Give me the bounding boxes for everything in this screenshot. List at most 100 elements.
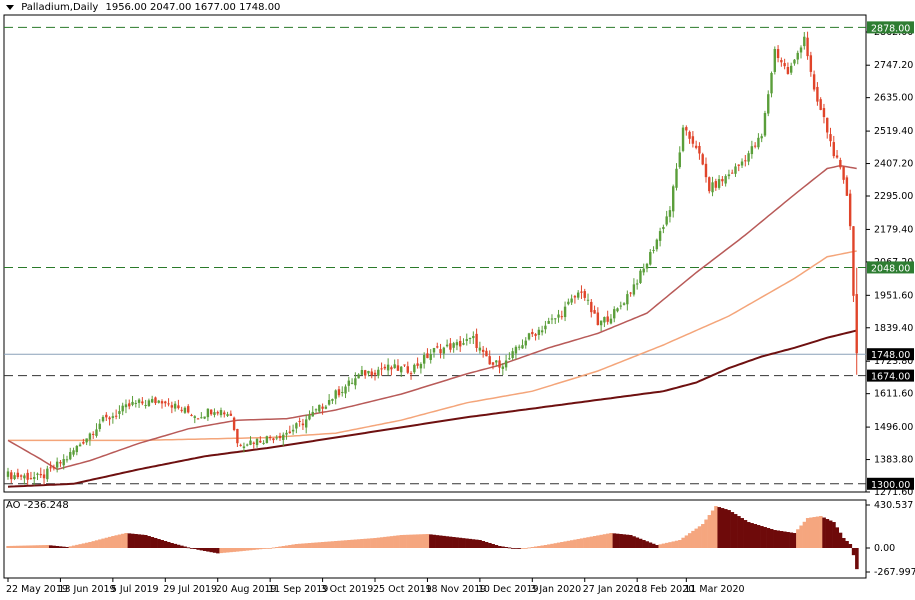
ao-bar [153,538,158,548]
candle-body [49,467,52,469]
ao-bar [94,540,99,548]
ao-bar [140,534,145,548]
ao-bar [524,548,528,549]
candle-body [613,309,616,319]
ao-bar [645,541,649,548]
ao-bar [743,520,748,548]
ao-bar [373,538,377,548]
ao-bar [540,545,545,548]
ao-bar [796,529,800,548]
candle-body [436,346,439,348]
candle-body [10,472,13,480]
candle-body [167,403,170,405]
candle-body [842,166,845,180]
candle-body [622,303,626,305]
ao-bar [389,536,394,548]
candle-body [426,353,429,359]
candle-body [455,342,459,346]
ao-bar [658,544,663,548]
ao-bar [468,538,472,548]
candle-body [85,438,88,443]
candle-body [232,417,236,430]
ao-bar [163,541,168,548]
candle-body [803,36,806,47]
candle-body [586,299,590,301]
candle-body [213,412,216,415]
candle-body [626,294,629,305]
ao-bar [750,523,754,548]
y-tick-label: 1951.60 [874,290,913,301]
candle-body [301,423,305,426]
ao-bar [343,540,348,548]
ao-bar [196,548,200,550]
candle-body [445,344,449,347]
candle-body [485,350,488,357]
candle-body [29,478,33,480]
candle-body [796,52,799,60]
ao-bar [45,545,50,548]
candle-body [252,442,255,444]
ao-bar [301,543,305,548]
candle-body [196,418,200,420]
ao-bar [88,542,92,548]
price-level-label: 1674.00 [871,372,910,383]
ao-bar [304,543,309,548]
ao-bar [425,534,430,548]
candle-body [658,231,662,241]
candle-body [711,182,714,193]
candle-body [321,406,324,409]
candle-body [39,473,42,476]
ao-bar [281,546,286,548]
candle-body [504,360,508,368]
candle-body [406,366,409,373]
candle-body [619,305,622,307]
candle-body [708,177,711,192]
ao-bar [422,534,427,548]
candle-body [770,72,773,94]
y-tick-label: 1383.80 [874,455,913,466]
price-level-label: 2048.00 [871,263,910,274]
ao-bar [724,509,728,548]
ao-bar [615,533,620,548]
candle-body [108,417,111,420]
candle-body [662,227,665,230]
candle-body [46,468,49,480]
ao-bar [42,545,46,548]
x-tick-label: 18 Feb 2020 [635,584,694,595]
candle-body [819,99,822,110]
ao-bar [684,535,689,548]
ao-bar [157,539,161,548]
candle-body [331,399,334,401]
candle-body [855,294,858,354]
ao-bar [363,538,368,548]
candle-body [360,370,364,375]
x-tick-label: 18 Nov 2019 [425,584,486,595]
candle-body [599,320,603,326]
ao-bar [488,543,492,548]
candle-body [806,37,809,57]
candle-body [596,312,600,326]
ao-bar [324,541,328,548]
candle-body [229,413,233,416]
ao-bar [442,535,446,548]
ao-bar [150,537,155,548]
candle-body [416,363,419,366]
ao-bar [805,518,810,548]
dropdown-triangle-icon[interactable] [6,4,14,10]
ao-bar [566,540,571,548]
ao-bar [681,537,685,548]
ao-bar [622,534,626,548]
ao-bar [845,541,849,548]
ao-bar [609,533,613,548]
ao-bar [763,527,767,548]
ao-bar [517,548,522,549]
ao-bar [12,545,17,548]
candle-body [26,472,29,480]
ao-bar [697,526,702,548]
candle-body [75,445,79,453]
ao-bar [124,533,128,548]
x-tick-label: 20 Aug 2019 [216,584,277,595]
candle-body [350,382,354,384]
candle-body [128,403,131,407]
ao-bar [674,540,679,548]
